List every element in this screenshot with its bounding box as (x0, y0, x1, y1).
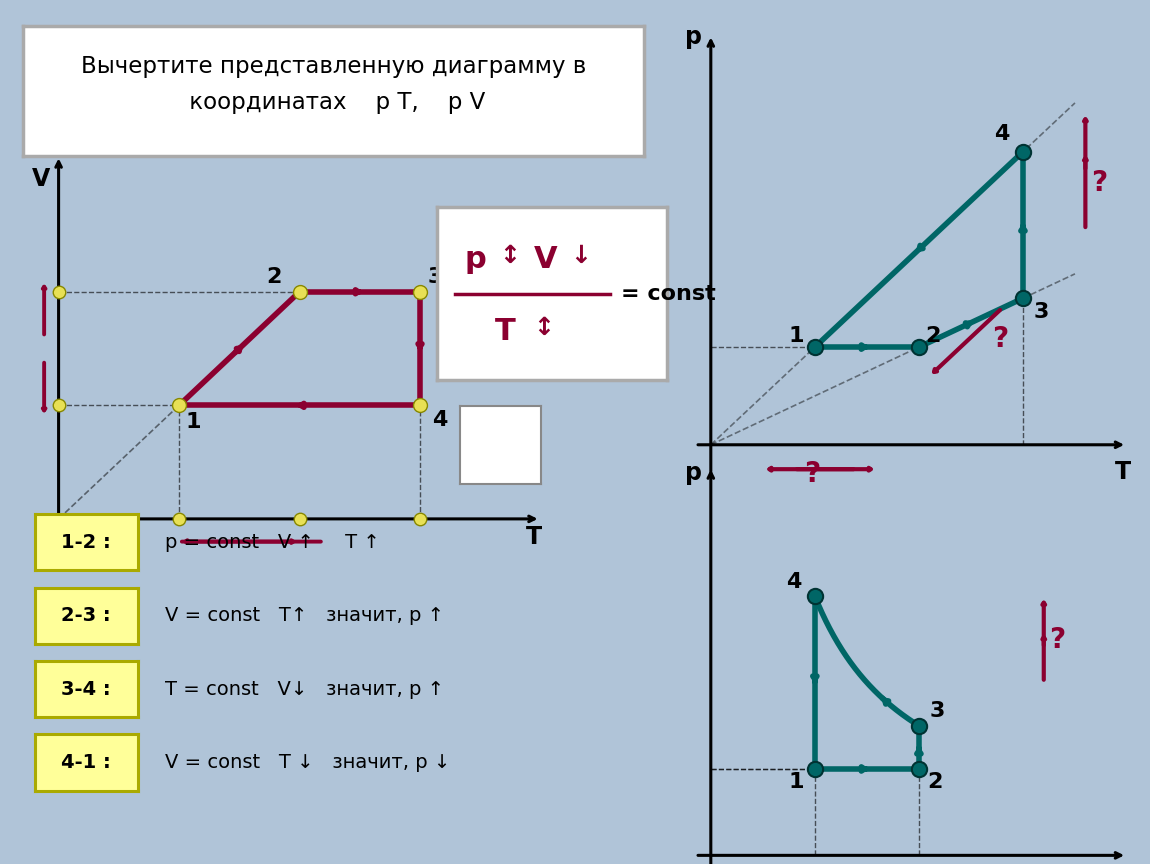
Text: ?: ? (1090, 168, 1106, 197)
Text: p: p (684, 25, 702, 49)
Text: 3: 3 (929, 701, 944, 721)
Text: 1: 1 (185, 412, 200, 432)
Text: p: p (465, 245, 486, 274)
Text: T: T (494, 317, 515, 346)
Text: ?: ? (991, 325, 1007, 353)
Text: 1: 1 (789, 327, 804, 346)
Text: ?: ? (805, 460, 821, 488)
Text: Вычертите представленную диаграмму в
 координатах    р Т,    р V: Вычертите представленную диаграмму в коо… (81, 55, 586, 113)
Text: 4: 4 (432, 410, 447, 429)
Text: V = const   T↑   значит, p ↑: V = const T↑ значит, p ↑ (166, 607, 444, 625)
Text: V: V (534, 245, 558, 274)
Text: 3: 3 (1034, 302, 1049, 321)
Text: V = const   T ↓   значит, p ↓: V = const T ↓ значит, p ↓ (166, 753, 451, 772)
Text: ?: ? (1049, 626, 1065, 654)
Text: ↓: ↓ (570, 244, 591, 268)
Text: 4: 4 (994, 124, 1010, 144)
Text: p: p (684, 461, 702, 485)
Text: p = const   V ↑     T ↑: p = const V ↑ T ↑ (166, 533, 380, 551)
Text: 3: 3 (428, 267, 443, 287)
Text: T: T (526, 524, 542, 549)
Text: 2: 2 (927, 772, 943, 792)
Text: 1-2 :: 1-2 : (61, 533, 112, 551)
Text: T: T (1114, 460, 1130, 484)
Text: 4-1 :: 4-1 : (61, 753, 112, 772)
Text: V: V (32, 167, 51, 191)
Text: = const: = const (621, 283, 715, 304)
Text: 2: 2 (925, 327, 941, 346)
Text: T = const   V↓   значит, p ↑: T = const V↓ значит, p ↑ (166, 680, 444, 698)
Text: 2-3 :: 2-3 : (61, 607, 112, 625)
Text: 4: 4 (785, 571, 802, 592)
Text: 3-4 :: 3-4 : (61, 680, 112, 698)
Text: 2: 2 (266, 267, 282, 287)
Text: 1: 1 (789, 772, 804, 792)
Text: ↕: ↕ (534, 316, 554, 340)
Text: ↕: ↕ (499, 244, 520, 268)
